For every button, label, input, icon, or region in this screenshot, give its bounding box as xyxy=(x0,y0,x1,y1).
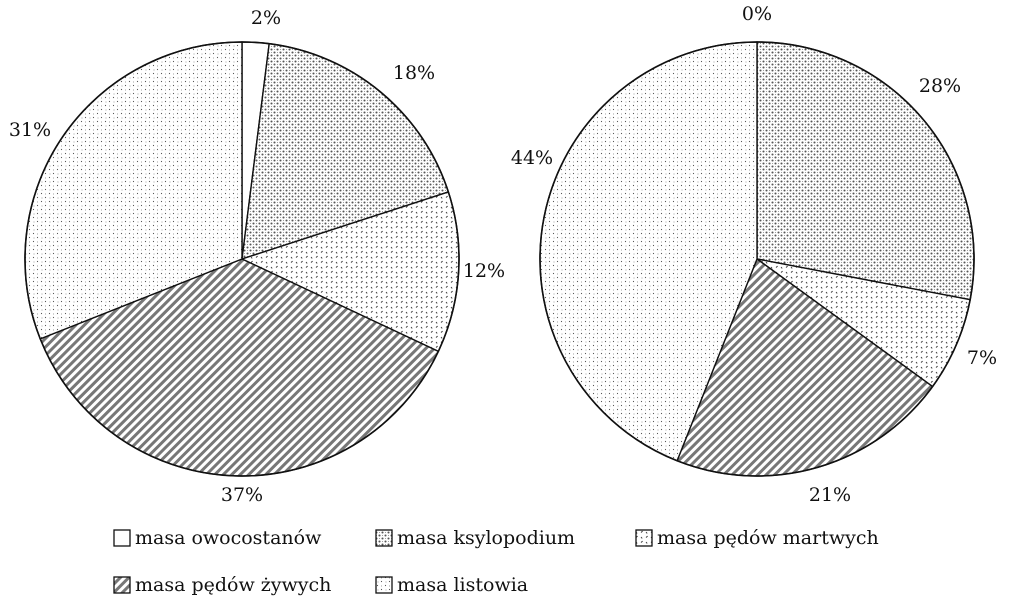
slice-label-list: 44% xyxy=(511,147,553,169)
pie-chart-1: 2% 18% 12% 37% 31% xyxy=(9,7,505,506)
legend-swatch-list xyxy=(375,576,393,594)
slice-label-zyw: 37% xyxy=(221,484,263,506)
pie-outline xyxy=(24,41,460,477)
slice-label-mart: 7% xyxy=(967,347,997,369)
legend-label-owoc: masa owocostanów xyxy=(135,527,322,549)
pie-chart-2: 0% 28% 7% 21% 44% xyxy=(511,3,997,506)
slice-label-ksyl: 28% xyxy=(919,75,961,97)
legend-label-list: masa listowia xyxy=(397,574,528,596)
slice-label-owoc: 2% xyxy=(251,7,281,29)
legend-swatch-owoc xyxy=(113,529,131,547)
legend-item-list: masa listowia xyxy=(375,574,528,596)
pie-outline xyxy=(539,41,975,477)
legend-swatch-zyw xyxy=(113,576,131,594)
legend: masa owocostanów masa ksylopodium masa pęd… xyxy=(113,527,879,596)
slice-label-owoc: 0% xyxy=(742,3,772,25)
legend-swatch-mart xyxy=(635,529,653,547)
legend-label-mart: masa pędów martwych xyxy=(657,527,879,549)
legend-item-mart: masa pędów martwych xyxy=(635,527,879,549)
slice-label-mart: 12% xyxy=(463,260,505,282)
slice-label-list: 31% xyxy=(9,119,51,141)
legend-item-owoc: masa owocostanów xyxy=(113,527,322,549)
legend-item-zyw: masa pędów żywych xyxy=(113,574,331,596)
legend-swatch-ksyl xyxy=(375,529,393,547)
slice-label-ksyl: 18% xyxy=(393,62,435,84)
legend-label-ksyl: masa ksylopodium xyxy=(397,527,575,549)
legend-item-ksyl: masa ksylopodium xyxy=(375,527,575,549)
legend-label-zyw: masa pędów żywych xyxy=(135,574,331,596)
slice-label-zyw: 21% xyxy=(809,484,851,506)
